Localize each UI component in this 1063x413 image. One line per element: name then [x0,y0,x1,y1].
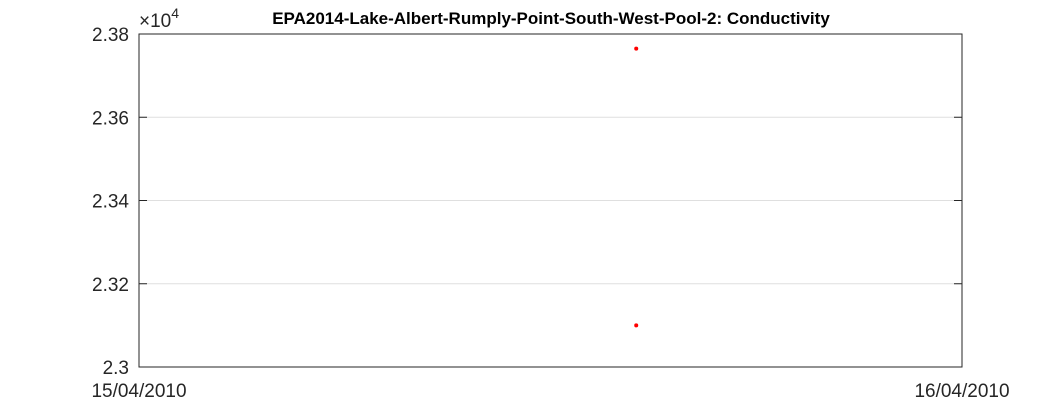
x-tick-label: 16/04/2010 [914,381,1009,402]
y-axis-multiplier: ×104 [139,5,179,32]
marks-layer [634,46,639,328]
x-tick-label: 15/04/2010 [91,381,186,402]
y-tick-label: 2.32 [92,275,129,296]
axes-layer [138,33,963,368]
plot-frame [138,33,963,368]
svg-text:×104: ×104 [139,5,179,32]
labels-layer: 2.3 2.32 2.34 2.36 2.38 15/04/2010 16/04/2010 [91,25,1009,402]
y-multiplier-exponent: 4 [171,5,179,21]
grid-layer [139,116,962,285]
y-tick-label: 2.38 [92,25,129,46]
y-tick-label: 2.36 [92,108,129,129]
y-tick-label: 2.3 [103,358,129,379]
data-point [634,323,639,328]
data-point [634,46,639,51]
chart-title: EPA2014-Lake-Albert-Rumply-Point-South-W… [272,9,830,28]
y-multiplier-base: ×10 [139,11,171,32]
y-tick-label: 2.34 [92,192,129,213]
